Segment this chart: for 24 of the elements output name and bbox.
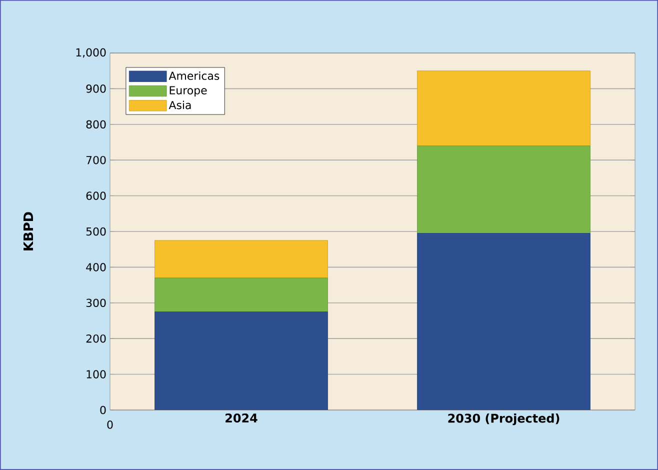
y-tick-label: 700 (86, 156, 106, 164)
x-tick-label: 2030 (Projected) (448, 414, 560, 426)
bar (154, 312, 328, 410)
legend-label: Asia (168, 100, 191, 110)
y-tick-label: 100 (86, 370, 106, 378)
bar (417, 70, 590, 146)
y-tick-label: 1,000 (76, 48, 106, 58)
y-tick-label: 300 (86, 298, 106, 308)
y-tick-label: 800 (86, 120, 106, 129)
y-tick-label: 600 (86, 192, 106, 200)
bar (417, 233, 590, 410)
y-tick-label: 900 (86, 84, 106, 93)
legend-label: Americas (168, 71, 220, 80)
y-tick-label: 400 (86, 263, 106, 272)
bar (417, 146, 590, 234)
bar (154, 240, 328, 278)
text: 0 (107, 420, 113, 429)
bar (154, 278, 328, 312)
y-axis-title: KBPD (24, 212, 33, 250)
legend-label: Europe (170, 86, 207, 97)
y-tick-label: 200 (86, 334, 106, 343)
y-tick-label: 500 (86, 227, 106, 236)
y-tick-label: 0 (100, 406, 106, 414)
x-tick-label: 2024 (226, 414, 258, 423)
